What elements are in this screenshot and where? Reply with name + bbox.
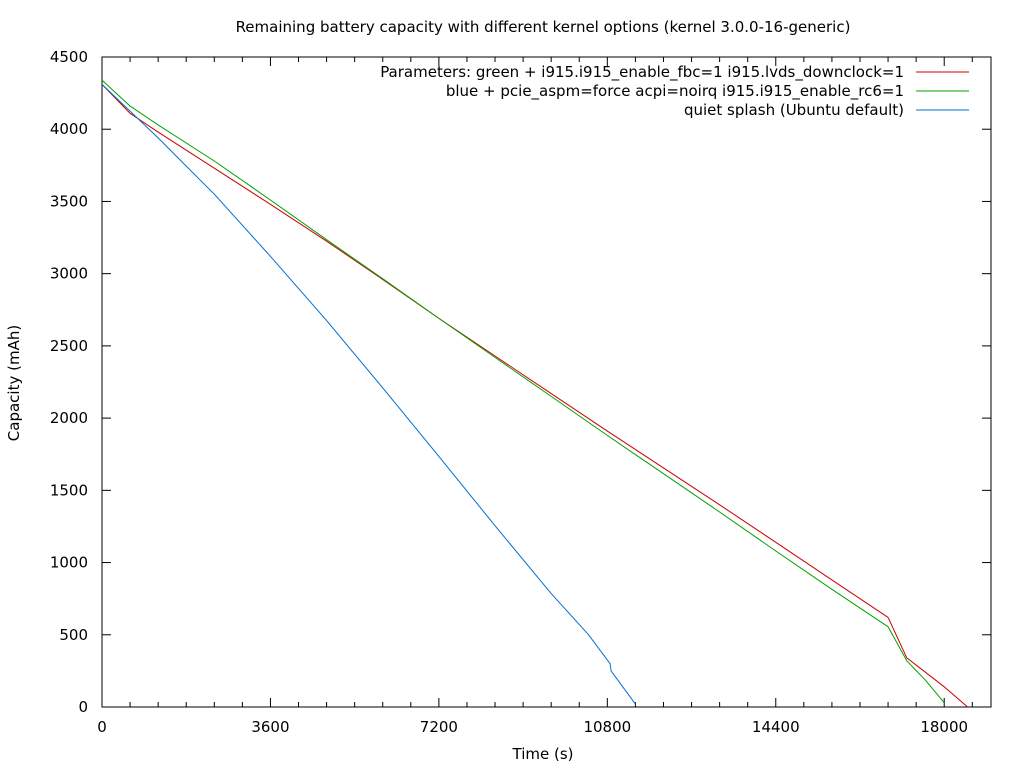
y-tick-label: 1500 [50, 481, 88, 499]
y-tick-label: 3000 [50, 265, 88, 283]
legend-label-1: Parameters: green + i915.i915_enable_fbc… [380, 63, 904, 82]
y-tick-label: 2500 [50, 337, 88, 355]
series-layer [101, 79, 968, 708]
legend-label-3: quiet splash (Ubuntu default) [684, 101, 904, 119]
x-tick-label: 18000 [920, 718, 968, 736]
legend-label-2: blue + pcie_aspm=force acpi=noirq i915.i… [446, 82, 904, 101]
legend: Parameters: green + i915.i915_enable_fbc… [380, 63, 969, 119]
y-tick-label: 2000 [50, 409, 88, 427]
y-tick-label: 3500 [50, 192, 88, 210]
y-axis: 0 500 1000 1500 2000 2500 3000 3500 4000 4500 [50, 48, 991, 716]
y-tick-label: 4000 [50, 120, 88, 138]
plot-frame [101, 56, 992, 708]
x-tick-label: 3600 [251, 718, 289, 736]
chart-title: Remaining battery capacity with differen… [236, 18, 851, 36]
y-tick-label: 4500 [50, 48, 88, 66]
x-tick-label: 0 [97, 718, 107, 736]
series-line-1 [101, 84, 968, 708]
series-line-2 [101, 79, 945, 704]
x-tick-label: 10800 [583, 718, 631, 736]
y-axis-label: Capacity (mAh) [5, 325, 23, 441]
series-line-3 [101, 84, 636, 705]
x-tick-label: 7200 [420, 718, 458, 736]
x-axis-label: Time (s) [512, 745, 574, 763]
x-tick-label: 14400 [752, 718, 800, 736]
y-tick-label: 0 [78, 698, 88, 716]
y-tick-label: 500 [59, 626, 88, 644]
y-tick-label: 1000 [50, 554, 88, 572]
x-axis: 0 3600 7200 10800 14400 18000 [97, 57, 973, 736]
